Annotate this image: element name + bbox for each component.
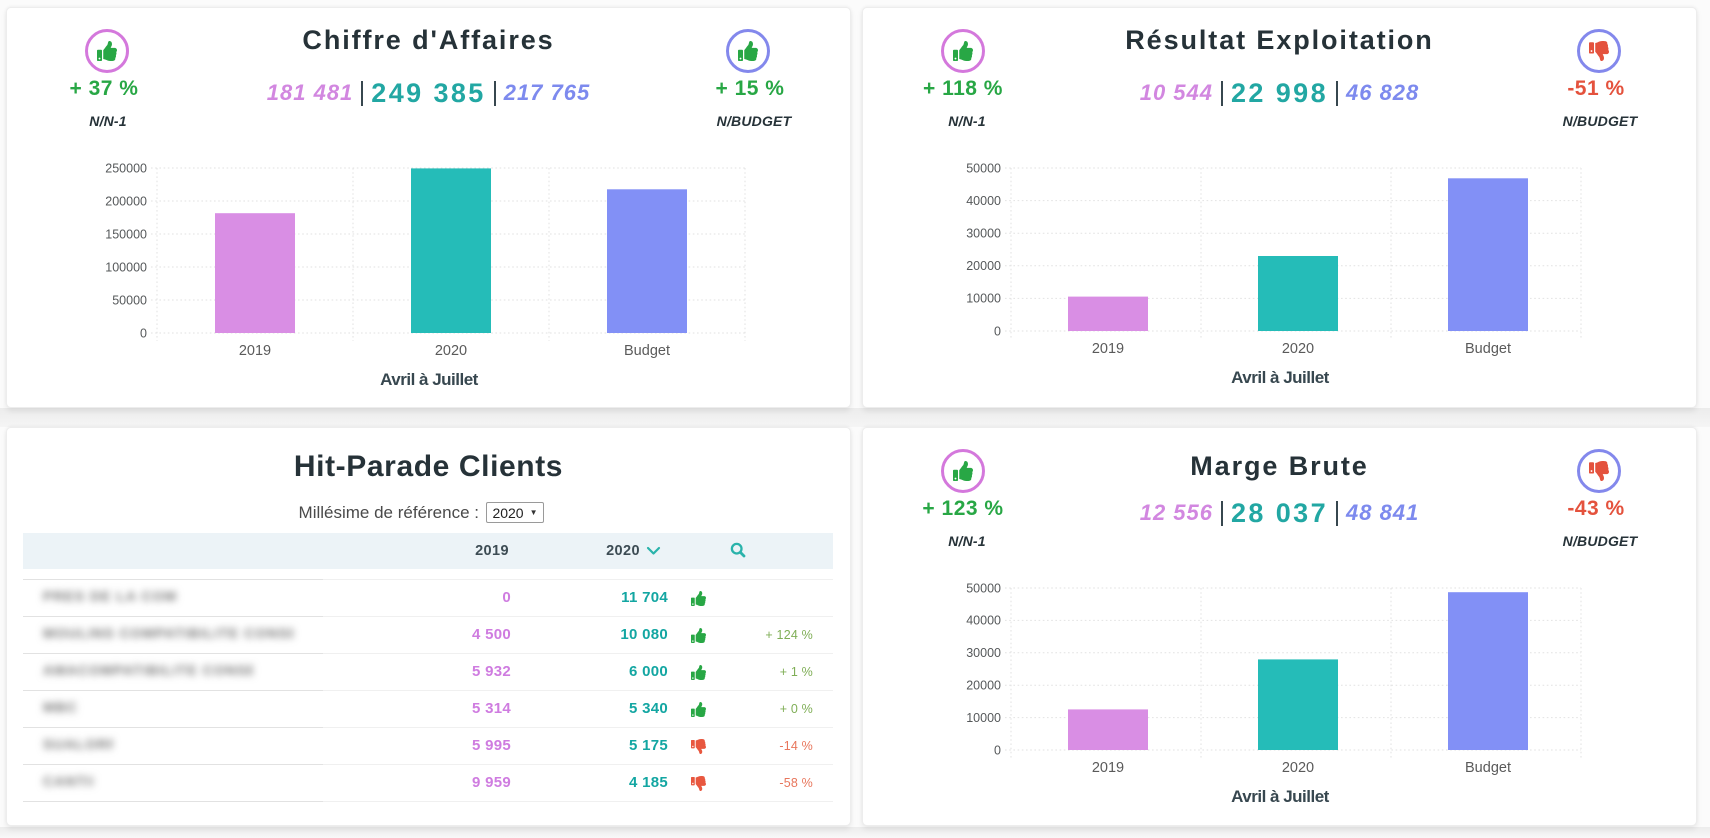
svg-text:50000: 50000 bbox=[966, 581, 1001, 595]
svg-text:Budget: Budget bbox=[1465, 341, 1511, 357]
svg-text:40000: 40000 bbox=[966, 614, 1001, 628]
svg-text:2019: 2019 bbox=[1092, 760, 1124, 776]
svg-text:20000: 20000 bbox=[966, 259, 1001, 273]
svg-text:10000: 10000 bbox=[966, 292, 1001, 306]
svg-text:10000: 10000 bbox=[966, 711, 1001, 725]
svg-text:150000: 150000 bbox=[105, 227, 147, 241]
svg-text:50000: 50000 bbox=[112, 293, 147, 307]
svg-text:2019: 2019 bbox=[239, 343, 271, 359]
svg-text:Avril à Juillet: Avril à Juillet bbox=[380, 370, 479, 389]
svg-text:Avril à Juillet: Avril à Juillet bbox=[1231, 368, 1330, 387]
svg-text:Budget: Budget bbox=[1465, 760, 1511, 776]
svg-text:0: 0 bbox=[140, 326, 147, 340]
svg-text:50000: 50000 bbox=[966, 161, 1001, 175]
svg-text:2020: 2020 bbox=[435, 343, 467, 359]
svg-text:2020: 2020 bbox=[1282, 341, 1314, 357]
svg-text:Budget: Budget bbox=[624, 343, 670, 359]
svg-text:0: 0 bbox=[994, 743, 1001, 757]
svg-text:2020: 2020 bbox=[1282, 760, 1314, 776]
svg-text:200000: 200000 bbox=[105, 194, 147, 208]
svg-text:40000: 40000 bbox=[966, 194, 1001, 208]
svg-text:20000: 20000 bbox=[966, 679, 1001, 693]
svg-text:2019: 2019 bbox=[1092, 341, 1124, 357]
svg-text:0: 0 bbox=[994, 324, 1001, 338]
svg-text:30000: 30000 bbox=[966, 227, 1001, 241]
svg-text:Avril à Juillet: Avril à Juillet bbox=[1231, 787, 1330, 806]
svg-text:250000: 250000 bbox=[105, 161, 147, 175]
svg-text:100000: 100000 bbox=[105, 260, 147, 274]
svg-text:30000: 30000 bbox=[966, 646, 1001, 660]
